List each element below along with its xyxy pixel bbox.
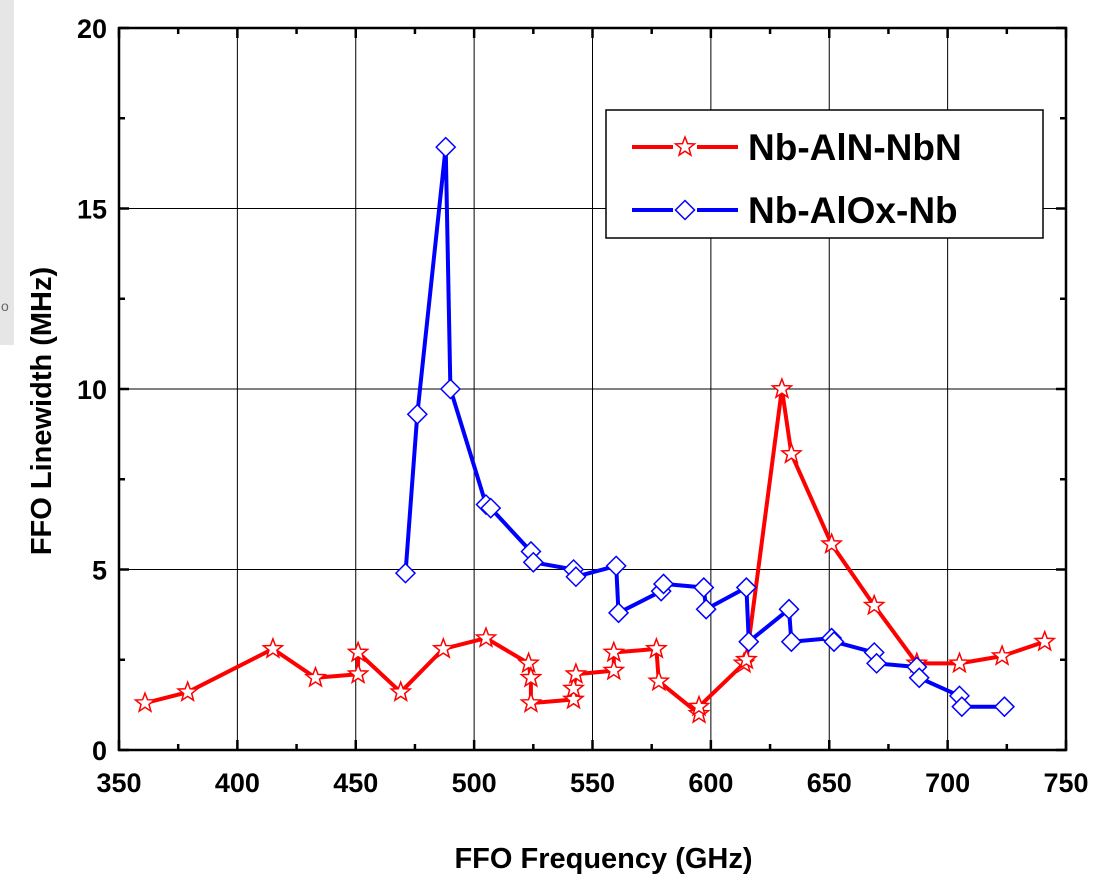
data-point: [389, 680, 413, 703]
data-point: [687, 701, 711, 724]
data-point: [652, 573, 675, 595]
data-point: [990, 643, 1014, 666]
x-tick-label: 750: [1043, 768, 1088, 798]
data-point: [406, 403, 428, 425]
data-point: [565, 566, 587, 588]
left-strip-glyph: o: [1, 298, 9, 314]
x-tick-label: 450: [333, 768, 378, 798]
legend-label: Nb-AlN-NbN: [748, 127, 962, 168]
legend-marker: [673, 134, 697, 157]
data-point: [687, 694, 711, 717]
data-point: [303, 665, 328, 688]
data-point: [474, 625, 498, 648]
legend-box: [605, 109, 1044, 239]
y-tick-label: 5: [92, 556, 107, 586]
y-tick-label: 0: [92, 736, 107, 766]
data-point: [695, 598, 717, 620]
x-tick-label: 550: [570, 768, 615, 798]
data-point: [394, 562, 417, 584]
series-nb-alox-nb: [394, 136, 1016, 718]
data-point: [862, 593, 886, 616]
data-point: [517, 651, 541, 674]
data-point: [644, 636, 668, 659]
x-tick-label: 600: [688, 768, 733, 798]
x-tick-label: 700: [925, 768, 970, 798]
series-nb-aln-nbn: [133, 376, 1057, 724]
legend-label: Nb-AlOx-Nb: [748, 190, 958, 231]
y-tick-label: 15: [77, 195, 107, 225]
data-point: [522, 551, 544, 573]
legend-marker: [674, 199, 696, 221]
data-point: [561, 676, 586, 699]
data-point: [605, 555, 627, 577]
data-point: [607, 602, 630, 624]
left-panel-strip: o: [0, 0, 14, 345]
x-tick-label: 650: [807, 768, 852, 798]
legend: Nb-AlN-NbN Nb-AlOx-Nb: [605, 109, 1044, 239]
data-point: [693, 576, 715, 599]
data-point: [431, 636, 455, 659]
data-point: [261, 636, 285, 659]
data-point: [602, 658, 626, 681]
data-point: [947, 651, 972, 674]
data-point: [602, 640, 626, 663]
x-tick-label: 350: [96, 768, 141, 798]
data-point: [435, 136, 457, 158]
data-point: [734, 647, 758, 670]
data-point: [780, 631, 802, 653]
data-point: [951, 696, 973, 718]
data-point: [770, 376, 794, 399]
data-point: [519, 665, 543, 688]
x-tick-label: 400: [215, 768, 260, 798]
data-point: [480, 497, 502, 519]
y-tick-label: 20: [77, 14, 107, 44]
data-point: [647, 669, 671, 692]
axes: 350 400 450 500 550 600 650 700 750 0 5 10 15 20 FFO F…: [26, 14, 1089, 875]
x-tick-label: 500: [452, 768, 497, 798]
data-point: [133, 690, 157, 713]
data-point: [820, 532, 844, 555]
data-point: [735, 576, 757, 599]
data-point: [439, 378, 462, 400]
data-point: [346, 640, 370, 663]
data-point: [779, 441, 803, 464]
data-point: [176, 680, 200, 703]
data-point: [823, 631, 845, 653]
data-point: [993, 696, 1016, 718]
data-point: [778, 598, 800, 620]
data-point: [738, 631, 760, 653]
x-axis-title: FFO Frequency (GHz): [454, 843, 752, 875]
y-axis-title: FFO Linewidth (MHz): [26, 267, 58, 555]
data-point: [564, 662, 588, 685]
data-point: [866, 652, 888, 674]
data-point: [1033, 629, 1057, 652]
y-tick-label: 10: [77, 375, 107, 405]
data-point: [519, 690, 543, 713]
series-layer: [133, 136, 1057, 724]
data-point: [908, 667, 930, 689]
data-point: [346, 662, 370, 685]
data-point: [561, 687, 586, 710]
